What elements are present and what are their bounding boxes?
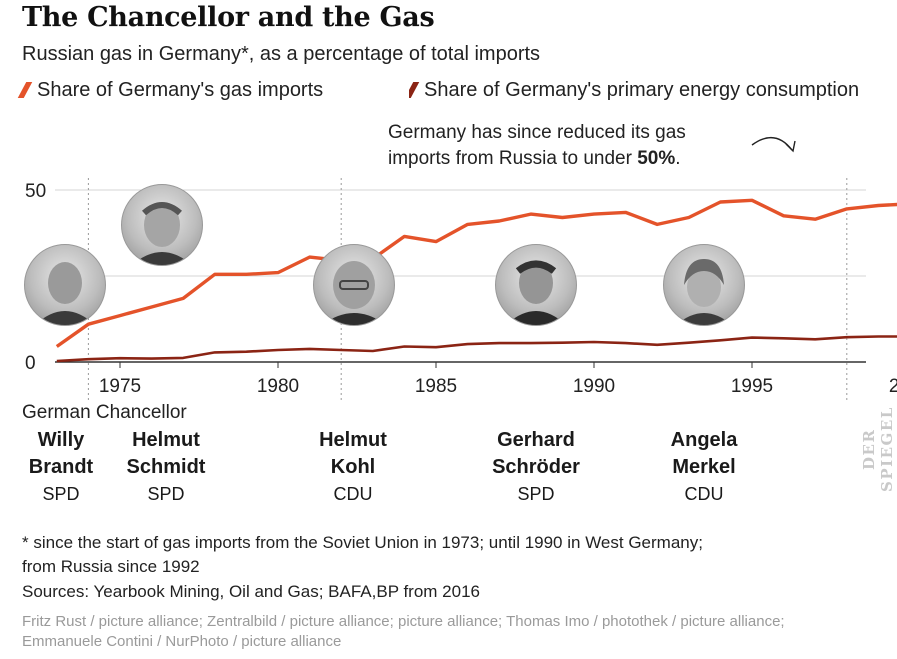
line-chart: 050 55.2%13.5% 1975198019851990199520002… [25,137,897,400]
chancellor-party: CDU [684,484,724,504]
x-axis: 1975198019851990199520002005201020152020 [99,362,897,397]
portrait-kohl-image [313,244,395,326]
footnote-line-2: from Russia since 1992 [22,557,200,576]
x-tick-label: 2000 [889,376,897,397]
annotation-line-2-pre: imports from Russia to under [388,148,638,169]
x-tick-label: 1980 [257,376,299,397]
footnote: * since the start of gas imports from th… [22,531,822,579]
legend-label-gas-imports: Share of Germany's gas imports [37,79,324,101]
portrait-brandt-image [24,244,106,326]
x-tick-label: 1990 [573,376,615,397]
annotation-text: Germany has since reduced its gas import… [388,120,686,172]
annotation-arrow [751,137,793,151]
annotation-line-1: Germany has since reduced its gas [388,122,686,143]
annotation-line-2-post: . [675,148,681,169]
portrait-schroeder-image [495,244,577,326]
series-line-primary-energy [56,335,897,363]
chancellor-kohl: Helmut Kohl CDU [305,427,401,508]
legend-label-primary-energy: Share of Germany's primary energy consum… [424,79,860,101]
chancellor-last-name: Brandt [28,456,94,478]
chancellor-first-name: Angela [670,429,738,451]
x-tick-label: 1995 [731,376,773,397]
portrait-merkel-image [663,244,745,326]
y-tick-label: 50 [25,181,46,202]
x-tick-label: 1985 [415,376,457,397]
chancellor-brandt: Willy Brandt SPD [18,427,104,508]
chancellor-party: SPD [517,484,555,504]
annotation-line-2-bold: 50% [637,148,676,169]
chancellor-party: SPD [42,484,80,504]
chancellor-last-name: Schmidt [126,456,206,478]
portrait-schmidt-image [121,184,203,266]
sources: Sources: Yearbook Mining, Oil and Gas; B… [22,582,480,601]
chancellor-first-name: Willy [37,429,85,451]
chancellor-last-name: Kohl [330,456,376,478]
chancellor-heading: German Chancellor [22,402,187,423]
legend-item-primary-energy: Share of Germany's primary energy consum… [409,79,887,102]
credits-line-1: Fritz Rust / picture alliance; Zentralbi… [22,613,785,630]
x-tick-label: 1975 [99,376,141,397]
credits-line-2: Emmanuele Contini / NurPhoto / picture a… [22,633,342,650]
legend-item-gas-imports: Share of Germany's gas imports [17,79,324,102]
y-tick-label: 0 [25,353,36,374]
photo-credits: Fritz Rust / picture alliance; Zentralbi… [22,612,882,652]
chancellor-party: SPD [147,484,185,504]
chancellor-last-name: Schröder [492,456,580,478]
watermark-logo: DER SPIEGEL [860,406,896,493]
chancellor-schmidt: Helmut Schmidt SPD [118,427,214,508]
chancellor-first-name: Helmut [132,429,200,451]
chart-title: The Chancellor and the Gas [22,2,435,33]
footnote-line-1: * since the start of gas imports from th… [22,533,703,552]
chancellor-last-name: Merkel [672,456,736,478]
series-layer: 55.2%13.5% [55,198,897,363]
annotation-arrowhead [785,140,796,153]
chancellor-merkel: Angela Merkel CDU [654,427,754,508]
chancellor-schroeder: Gerhard Schröder SPD [484,427,588,508]
series-line-gas-imports [55,198,897,348]
chart-subtitle: Russian gas in Germany*, as a percentage… [22,43,541,65]
chancellor-first-name: Helmut [319,429,387,451]
chancellor-first-name: Gerhard [497,429,575,451]
chancellor-party: CDU [333,484,373,504]
